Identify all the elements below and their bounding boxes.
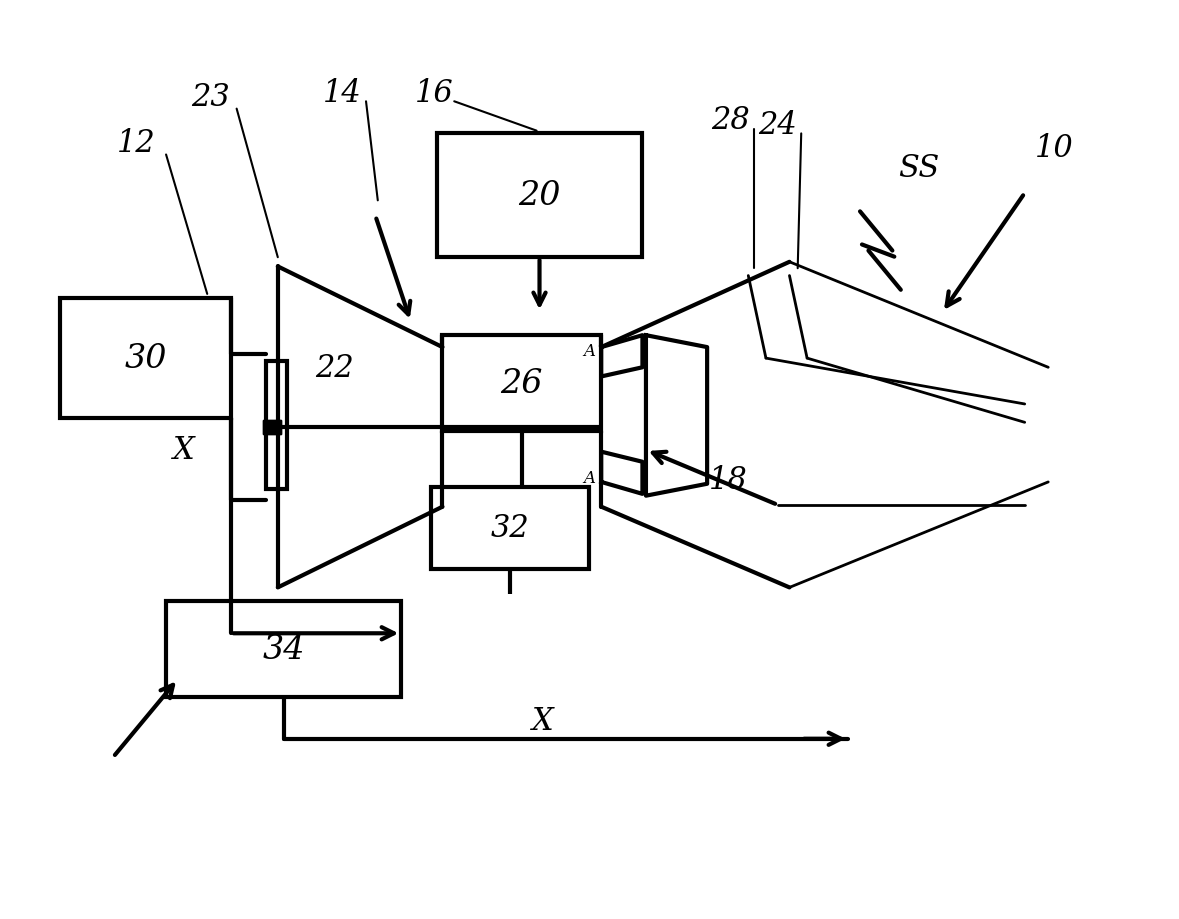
Polygon shape [601,452,643,494]
Text: 22: 22 [315,352,354,383]
Text: 34: 34 [263,633,305,665]
Text: A: A [584,343,595,360]
Bar [442,335,601,432]
Bar [430,487,590,570]
Text: 23: 23 [191,82,230,113]
Text: 24: 24 [758,109,797,141]
Bar [60,300,231,418]
Text: A: A [584,470,595,486]
Text: 28: 28 [711,105,750,136]
Bar [263,420,282,435]
Text: 20: 20 [519,180,561,212]
Text: 18: 18 [709,464,747,495]
Text: SS: SS [898,153,940,184]
Text: 16: 16 [415,77,454,108]
Bar [266,361,288,490]
Text: 10: 10 [1035,132,1074,164]
Bar [166,602,401,698]
Text: 32: 32 [490,513,529,544]
Polygon shape [601,335,643,377]
Text: 30: 30 [124,343,166,375]
Text: X: X [532,705,553,736]
Text: 14: 14 [323,77,362,108]
Text: 26: 26 [501,368,544,400]
Polygon shape [646,335,707,496]
Text: X: X [173,435,195,466]
Text: 12: 12 [117,128,156,159]
Bar [436,134,643,258]
Bar [263,420,282,435]
